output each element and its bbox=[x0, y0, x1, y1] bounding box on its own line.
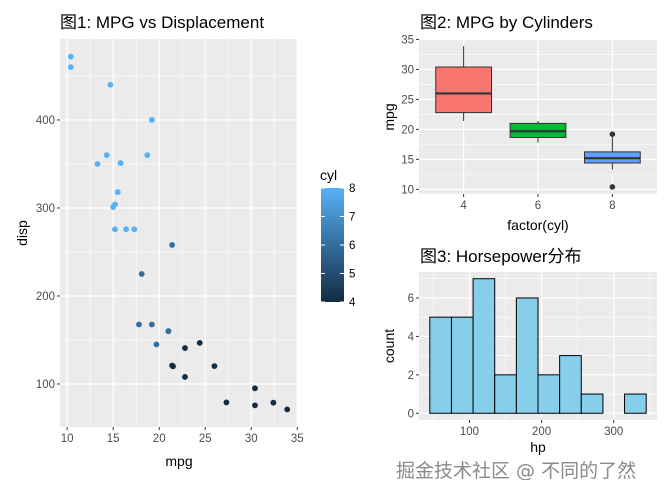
chart1-x-tick-label: 15 bbox=[107, 433, 120, 445]
chart2-y-tick-label: 10 bbox=[401, 184, 414, 196]
scatter-point bbox=[107, 81, 114, 88]
scatter-point bbox=[138, 271, 145, 277]
scatter-point bbox=[182, 374, 188, 380]
scatter-point bbox=[196, 339, 203, 346]
scatter-point bbox=[117, 160, 124, 166]
scatter-point bbox=[153, 341, 160, 348]
scatter-point bbox=[110, 204, 117, 210]
histogram-bar bbox=[472, 278, 496, 414]
chart1-y-tick-label: 300 bbox=[36, 203, 55, 215]
chart1-x-tick-label: 25 bbox=[199, 433, 212, 445]
chart2-y-tick-label: 30 bbox=[401, 64, 414, 76]
scatter-point bbox=[270, 399, 277, 406]
colorbar bbox=[321, 188, 344, 302]
chart1-x-tick-label: 10 bbox=[61, 433, 74, 445]
scatter-point bbox=[103, 152, 110, 159]
chart1-x-tick-label: 20 bbox=[153, 433, 166, 445]
chart3-y-tick-label: 2 bbox=[408, 370, 414, 382]
chart3-x-tick-label: 200 bbox=[532, 426, 551, 438]
colorbar-label: 7 bbox=[349, 212, 355, 224]
histogram-bar bbox=[429, 316, 452, 414]
scatter-point bbox=[112, 226, 118, 233]
box-outlier bbox=[609, 184, 616, 190]
chart3-xlabel: hp bbox=[530, 439, 546, 455]
scatter-point bbox=[148, 321, 155, 328]
chart3-y-tick-label: 4 bbox=[408, 331, 415, 343]
scatter-point bbox=[182, 345, 188, 351]
chart1-x-tick-label: 30 bbox=[245, 433, 258, 445]
chart1-ylabel: disp bbox=[14, 220, 30, 246]
chart2-y-tick-label: 20 bbox=[401, 124, 414, 136]
scatter-point bbox=[67, 64, 74, 71]
chart1-x-tick-label: 35 bbox=[291, 433, 304, 445]
scatter-point bbox=[94, 161, 101, 167]
colorbar-label: 8 bbox=[349, 183, 355, 195]
scatter-point bbox=[144, 152, 151, 159]
chart2-x-tick-label: 4 bbox=[460, 200, 467, 212]
chart3-y-tick-label: 0 bbox=[408, 408, 414, 420]
scatter-point bbox=[284, 406, 291, 413]
chart1-title: 图1: MPG vs Displacement bbox=[60, 13, 264, 32]
chart3-x-tick-label: 100 bbox=[460, 426, 479, 438]
chart3-title: 图3: Horsepower分布 bbox=[420, 247, 582, 266]
box-outlier bbox=[609, 131, 616, 137]
scatter-point bbox=[123, 226, 129, 233]
histogram-bar bbox=[450, 316, 474, 414]
colorbar-label: 4 bbox=[349, 297, 356, 309]
chart3-ylabel: count bbox=[381, 329, 397, 363]
chart1-y-tick-label: 200 bbox=[36, 291, 55, 303]
scatter-point bbox=[169, 362, 175, 369]
scatter-point bbox=[211, 363, 218, 370]
chart1-xlabel: mpg bbox=[165, 453, 192, 469]
chart2-y-tick-label: 25 bbox=[401, 94, 414, 106]
colorbar-label: 5 bbox=[349, 269, 355, 281]
scatter-point bbox=[252, 385, 258, 392]
scatter-point bbox=[169, 242, 175, 248]
scatter-point bbox=[223, 399, 230, 406]
scatter-point bbox=[136, 321, 142, 328]
chart2-ylabel: mpg bbox=[381, 103, 397, 130]
chart2-y-tick-label: 15 bbox=[401, 154, 414, 166]
histogram-bar bbox=[537, 374, 561, 414]
scatter-point bbox=[252, 402, 258, 409]
scatter-point bbox=[114, 189, 121, 196]
chart1-y-tick-label: 100 bbox=[36, 379, 55, 391]
scatter-point bbox=[148, 117, 155, 123]
histogram-bar bbox=[515, 297, 539, 414]
box-body bbox=[435, 66, 493, 114]
chart3-y-tick-label: 6 bbox=[408, 293, 414, 305]
scatter-point bbox=[67, 53, 74, 60]
histogram-bar bbox=[494, 374, 517, 414]
chart2-y-tick-label: 35 bbox=[401, 34, 414, 46]
colorbar-label: 6 bbox=[349, 240, 355, 252]
chart2-xlabel: factor(cyl) bbox=[507, 217, 568, 233]
histogram-bar bbox=[624, 393, 647, 414]
chart3-x-tick-label: 300 bbox=[604, 426, 623, 438]
chart1-y-tick-label: 400 bbox=[36, 115, 55, 127]
chart2-title: 图2: MPG by Cylinders bbox=[420, 13, 593, 32]
chart2-x-tick-label: 6 bbox=[535, 200, 541, 212]
scatter-point bbox=[131, 226, 138, 233]
scatter-point bbox=[165, 328, 172, 335]
histogram-bar bbox=[559, 355, 582, 414]
watermark: 掘金技术社区 @ 不同的了然 bbox=[396, 460, 636, 480]
legend-title: cyl bbox=[320, 167, 337, 183]
histogram-bar bbox=[580, 393, 604, 414]
chart2-x-tick-label: 8 bbox=[609, 200, 615, 212]
chart1-panel bbox=[60, 39, 298, 427]
